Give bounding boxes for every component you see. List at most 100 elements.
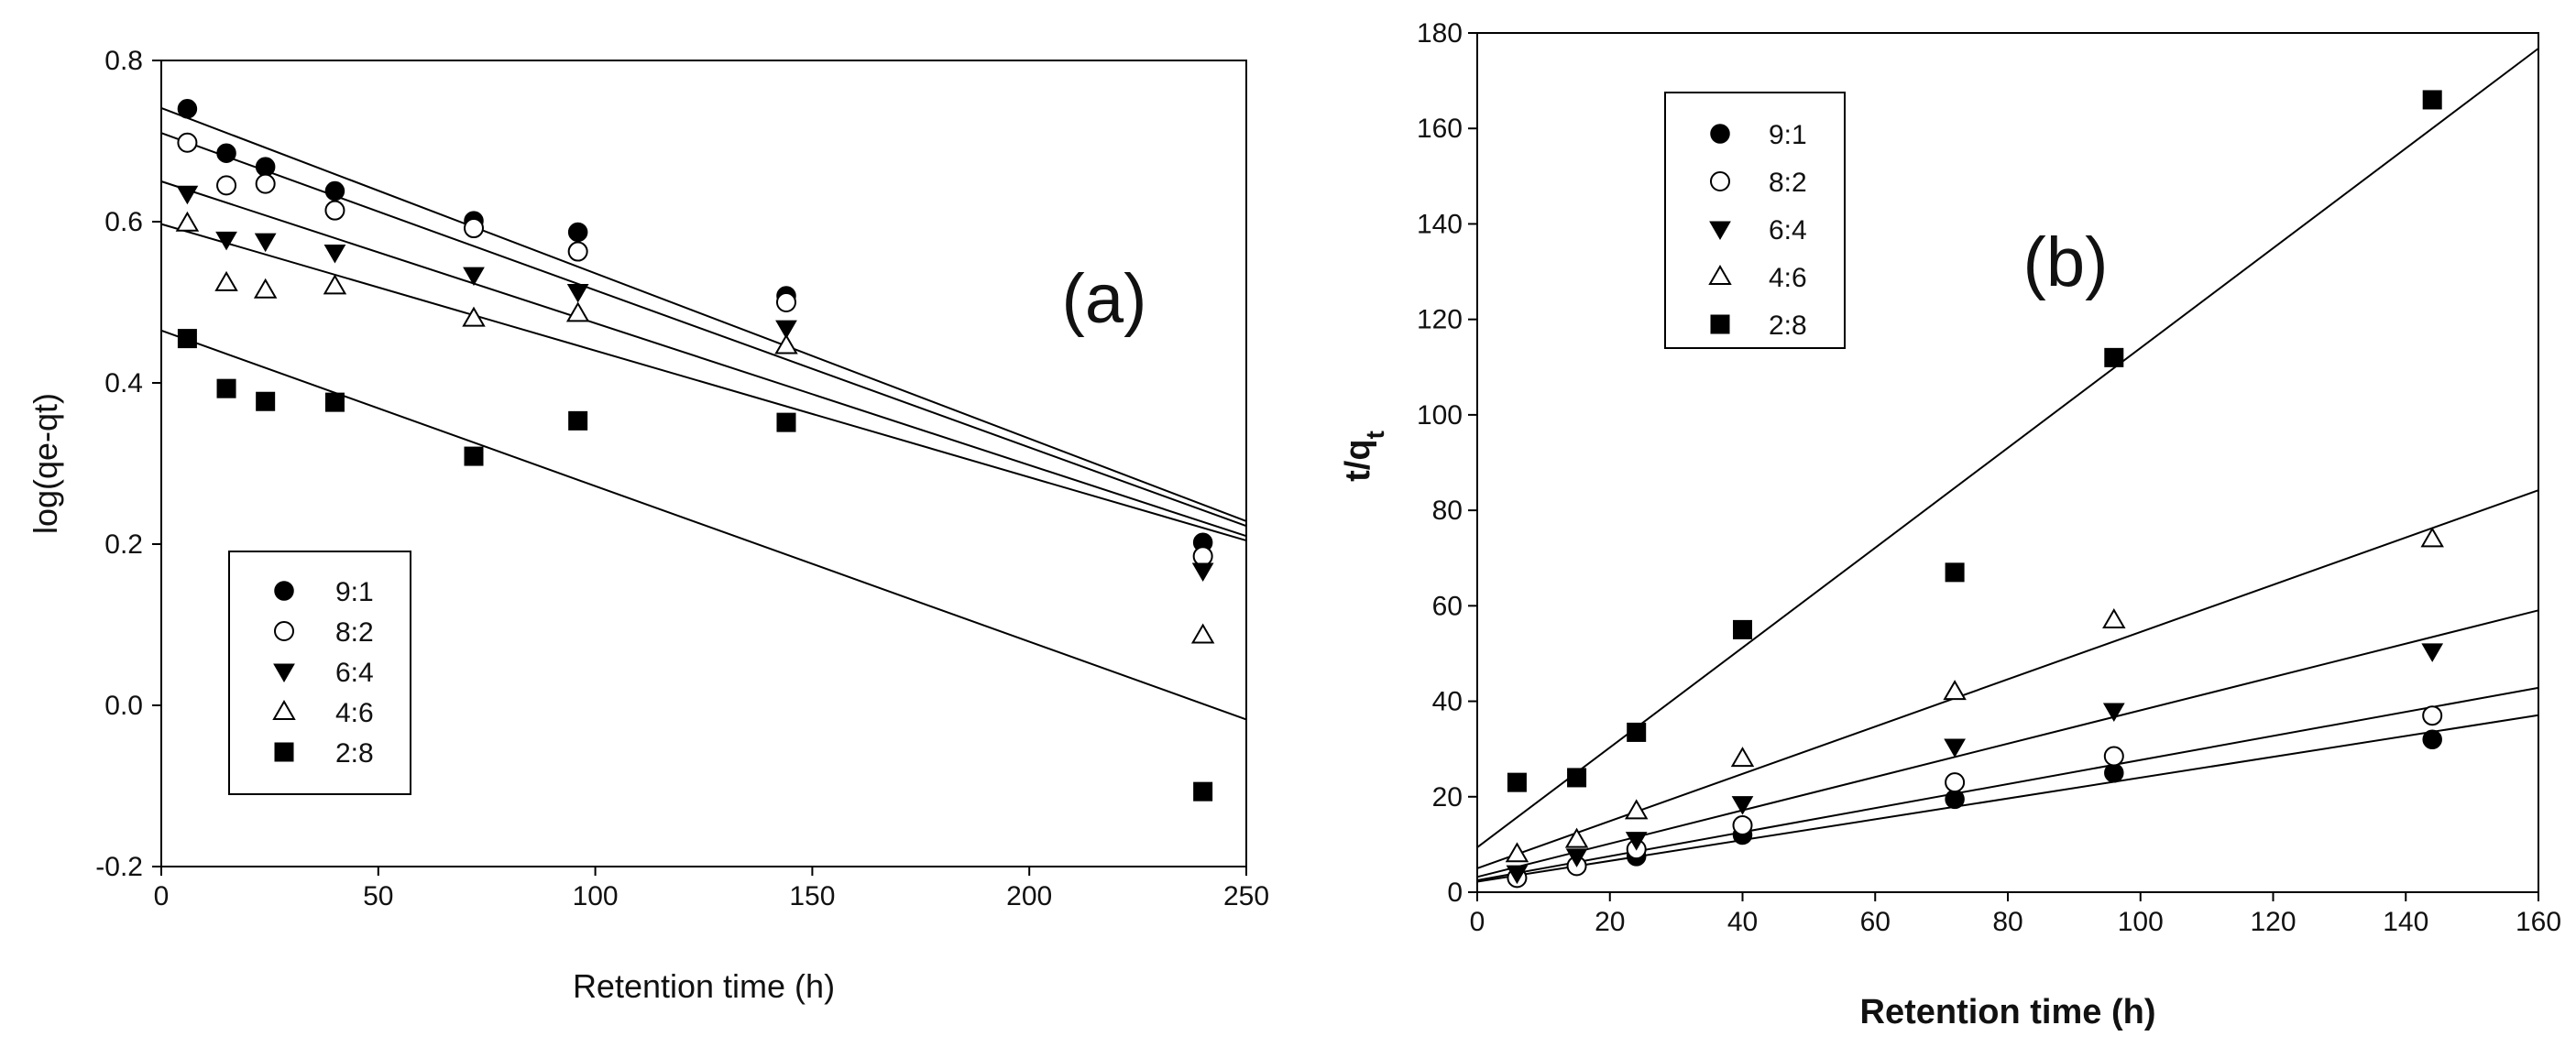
point-b-4-6 — [1505, 842, 1529, 863]
x-tick-label-a: 200 — [1006, 881, 1052, 911]
x-tick-label-b: 60 — [1860, 907, 1891, 937]
legend-marker-a-4-6 — [272, 700, 296, 720]
legend-marker-a-8-2 — [274, 621, 294, 641]
point-a-9-1 — [255, 157, 276, 177]
point-a-6-4 — [323, 244, 346, 264]
point-b-2-8 — [2422, 90, 2442, 110]
legend-marker-a-9-1 — [274, 581, 294, 601]
panel-label-a: (a) — [1062, 260, 1147, 338]
point-b-8-2 — [2422, 705, 2443, 726]
legend-label-b-8-2: 8:2 — [1769, 168, 1807, 198]
point-b-4-6 — [1730, 747, 1755, 768]
y-axis-title-b: t/qt — [1339, 431, 1389, 482]
y-tick-label-b: 100 — [1417, 400, 1463, 431]
point-b-8-2 — [1732, 815, 1753, 836]
y-tick-label-b: 40 — [1432, 687, 1463, 717]
point-b-9-1 — [2104, 762, 2124, 783]
point-b-6-4 — [2102, 703, 2125, 722]
point-a-6-4 — [1191, 562, 1214, 583]
panel-label-b: (b) — [2023, 224, 2109, 301]
point-b-2-8 — [2104, 347, 2124, 367]
x-tick-label-a: 150 — [789, 881, 835, 911]
y-tick-label-a: -0.2 — [95, 852, 143, 882]
y-axis-title-b-main: t/q — [1339, 439, 1377, 481]
legend-marker-b-2-8 — [1710, 314, 1730, 334]
point-a-2-8 — [256, 391, 276, 411]
legend-box-a — [228, 551, 411, 795]
legend-marker-b-9-1 — [1710, 124, 1730, 144]
x-tick-label-a: 0 — [154, 881, 170, 911]
x-tick-label-a: 100 — [573, 881, 619, 911]
point-a-9-1 — [324, 180, 345, 202]
point-b-8-2 — [2103, 746, 2124, 767]
point-b-2-8 — [1945, 562, 1965, 583]
point-b-4-6 — [1943, 680, 1967, 701]
point-b-4-6 — [1564, 827, 1589, 848]
legend-label-b-9-1: 9:1 — [1769, 120, 1807, 150]
point-a-2-8 — [177, 329, 197, 349]
fit-line-a-8-2 — [160, 132, 1247, 528]
point-a-4-6 — [175, 211, 200, 232]
legend-marker-b-4-6 — [1708, 265, 1732, 285]
legend-label-a-9-1: 9:1 — [335, 577, 374, 607]
x-tick-label-b: 100 — [2118, 907, 2164, 937]
data-points-a — [175, 99, 1215, 802]
y-tick-label-b: 80 — [1432, 496, 1463, 526]
y-tick-label-b: 160 — [1417, 114, 1463, 144]
point-b-4-6 — [1624, 799, 1649, 820]
point-b-2-8 — [1733, 619, 1752, 639]
point-a-8-2 — [216, 175, 237, 196]
point-b-6-4 — [1944, 738, 1966, 758]
legend-marker-a-6-4 — [273, 663, 295, 682]
point-a-6-4 — [254, 233, 277, 253]
legend-b: 9:1 8:2 6:4 4:6 2:8 — [1664, 92, 1846, 349]
chart-panel-a: 0 50 100 150 200 250 -0.2 0.0 0.2 0.4 0.6 0.8 Rete… — [27, 46, 1269, 1005]
point-a-4-6 — [462, 306, 486, 327]
point-b-6-4 — [1506, 865, 1529, 885]
point-b-2-8 — [1627, 722, 1647, 742]
point-b-9-1 — [1945, 789, 1965, 810]
point-a-8-2 — [324, 200, 345, 221]
y-tick-label-b: 120 — [1417, 305, 1463, 335]
x-ticks-b: 0 20 40 60 80 100 120 140 160 — [1470, 892, 2561, 937]
plot-frame-a — [160, 60, 1247, 867]
point-a-8-2 — [177, 132, 198, 153]
point-a-6-4 — [566, 284, 589, 303]
legend-label-b-2-8: 2:8 — [1769, 311, 1807, 341]
point-a-2-8 — [324, 392, 345, 412]
point-b-8-2 — [1945, 772, 1966, 793]
x-tick-label-b: 140 — [2383, 907, 2428, 937]
point-a-6-4 — [463, 267, 485, 287]
point-a-8-2 — [1192, 546, 1213, 567]
x-tick-label-b: 120 — [2250, 907, 2296, 937]
fit-line-a-9-1 — [160, 106, 1247, 522]
chart-panel-b: 0 20 40 60 80 100 120 140 160 0 20 40 60 80 100 120 140… — [1339, 18, 2561, 1031]
point-a-6-4 — [176, 185, 199, 205]
point-b-6-4 — [1731, 796, 1754, 815]
x-tick-label-a: 250 — [1223, 881, 1269, 911]
x-tick-label-b: 40 — [1727, 907, 1758, 937]
point-a-2-8 — [1193, 781, 1213, 802]
point-b-2-8 — [1567, 768, 1587, 788]
legend-box-b — [1664, 92, 1846, 349]
fit-lines-b — [1476, 48, 2539, 883]
point-b-4-6 — [2102, 607, 2126, 628]
fit-line-b-2-8 — [1476, 48, 2539, 848]
y-tick-label-a: 0.6 — [104, 207, 143, 237]
legend-marker-b-6-4 — [1709, 221, 1731, 240]
y-tick-label-b: 20 — [1432, 782, 1463, 813]
x-axis-title-a: Retention time (h) — [573, 967, 835, 1005]
fit-line-b-8-2 — [1476, 686, 2539, 881]
point-a-4-6 — [214, 270, 238, 291]
point-a-4-6 — [565, 301, 590, 322]
legend-label-b-4-6: 4:6 — [1769, 263, 1807, 293]
y-axis-title-a: log(qe-qt) — [27, 393, 64, 534]
point-a-2-8 — [568, 410, 588, 431]
legend-label-b-6-4: 6:4 — [1769, 215, 1807, 245]
data-points-b — [1505, 90, 2444, 889]
point-a-4-6 — [323, 274, 347, 295]
fit-line-b-9-1 — [1476, 714, 2539, 883]
legend-label-a-2-8: 2:8 — [335, 738, 374, 769]
legend-label-a-4-6: 4:6 — [335, 698, 374, 728]
